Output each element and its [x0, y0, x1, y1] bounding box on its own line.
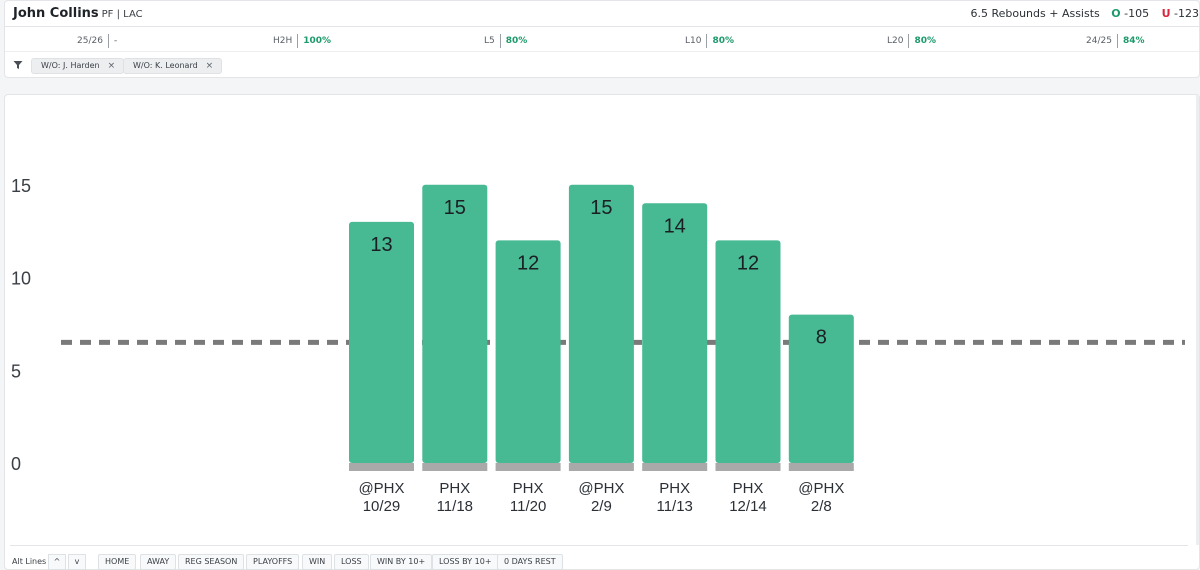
stat-value: - — [113, 36, 118, 46]
hit-rate-row: 25/26- H2H 100% L5 80% L10 80% L20 80% 24/25… — [5, 28, 1199, 52]
bar[interactable] — [568, 184, 634, 463]
x-tick-date: 2/9 — [591, 498, 612, 515]
filter-button-loss[interactable]: LOSS — [334, 554, 369, 570]
header-row: John Collins PF | LAC 6.5 Rebounds + Assi… — [5, 1, 1199, 27]
alt-line-down-button[interactable]: v — [68, 554, 86, 570]
alt-lines-label: Alt Lines — [12, 557, 47, 566]
y-tick-label: 0 — [11, 454, 21, 474]
bottom-divider — [10, 545, 1188, 546]
bar-value-label: 8 — [816, 327, 827, 349]
filter-button-0-days-rest[interactable]: 0 DAYS REST — [497, 554, 563, 570]
close-icon[interactable]: × — [205, 61, 214, 71]
filter-button-away[interactable]: AWAY — [140, 554, 177, 570]
alt-line-up-button[interactable]: ^ — [48, 554, 66, 570]
filter-button-win[interactable]: WIN — [302, 554, 333, 570]
stat-l10[interactable]: L10 80% — [685, 34, 734, 48]
filter-button-loss-by-10[interactable]: LOSS BY 10+ — [432, 554, 499, 570]
stat-value: 80% — [505, 36, 528, 46]
bar-value-label: 15 — [444, 197, 466, 219]
game-log-bar-chart: 05101513@PHX10/2915PHX11/1812PHX11/2015@… — [11, 95, 1199, 545]
player-position-team: PF | LAC — [101, 9, 143, 20]
player-name: John Collins — [13, 6, 99, 21]
x-tick-opponent: PHX — [439, 480, 470, 497]
stat-value: 80% — [914, 36, 937, 46]
x-tick-date: 11/20 — [510, 498, 546, 515]
bar[interactable] — [715, 240, 781, 463]
over-indicator: O — [1111, 7, 1121, 20]
bar-base — [568, 463, 634, 471]
y-tick-label: 5 — [11, 361, 21, 381]
under-indicator: U — [1161, 7, 1171, 20]
stat-value: 100% — [303, 36, 332, 46]
x-tick-date: 10/29 — [363, 498, 401, 515]
bar[interactable] — [495, 240, 561, 463]
x-tick-opponent: PHX — [659, 480, 690, 497]
stat-value: 80% — [712, 36, 735, 46]
filter-button-home[interactable]: HOME — [98, 554, 137, 570]
x-tick-date: 11/13 — [656, 498, 692, 515]
stat-label: 25/26 — [77, 36, 103, 46]
x-tick-opponent: @PHX — [798, 480, 844, 497]
stat-label: L20 — [887, 36, 904, 46]
filter-chip-leonard[interactable]: W/O: K. Leonard × — [123, 58, 223, 74]
bar[interactable] — [422, 184, 488, 463]
under-odds: -123 — [1174, 7, 1199, 20]
stat-l20[interactable]: L20 80% — [887, 34, 936, 48]
stat-season[interactable]: 25/26- — [77, 34, 117, 48]
player-header-card: John Collins PF | LAC 6.5 Rebounds + Assi… — [4, 0, 1200, 78]
filter-chip-label: W/O: K. Leonard — [133, 61, 198, 70]
bar-value-label: 12 — [737, 252, 759, 274]
bar-base — [422, 463, 488, 471]
x-tick-date: 11/18 — [437, 498, 473, 515]
x-tick-opponent: @PHX — [358, 480, 404, 497]
player-title: John Collins PF | LAC — [13, 6, 143, 21]
bar-value-label: 14 — [664, 215, 686, 237]
x-tick-date: 2/8 — [811, 498, 832, 515]
x-tick-opponent: @PHX — [578, 480, 624, 497]
bar[interactable] — [642, 203, 708, 464]
x-tick-opponent: PHX — [733, 480, 764, 497]
bar-value-label: 13 — [370, 234, 392, 256]
bar-value-label: 15 — [590, 197, 612, 219]
y-tick-label: 10 — [11, 269, 31, 289]
bottom-filter-bar: Alt Lines ^ v HOME AWAY REG SEASON PLAYOFFS… — [6, 550, 1196, 570]
stat-label: L5 — [484, 36, 495, 46]
bar-base — [715, 463, 781, 471]
prop-label: 6.5 Rebounds + Assists — [970, 7, 1100, 20]
prop-line[interactable]: 6.5 Rebounds + Assists O -105 U -123 — [970, 7, 1199, 20]
stat-label: H2H — [273, 36, 293, 46]
y-tick-label: 15 — [11, 176, 31, 196]
filter-icon — [13, 61, 23, 69]
stat-label: L10 — [685, 36, 702, 46]
filter-chip-harden[interactable]: W/O: J. Harden × — [31, 58, 125, 74]
x-tick-opponent: PHX — [513, 480, 544, 497]
x-tick-date: 12/14 — [729, 498, 767, 515]
bar-base — [642, 463, 708, 471]
filter-button-playoffs[interactable]: PLAYOFFS — [246, 554, 300, 570]
bar-base — [788, 463, 854, 471]
stat-value: 84% — [1122, 36, 1145, 46]
stat-label: 24/25 — [1086, 36, 1112, 46]
bar[interactable] — [788, 314, 854, 463]
filter-button-reg-season[interactable]: REG SEASON — [178, 554, 245, 570]
filter-chip-label: W/O: J. Harden — [41, 61, 100, 70]
close-icon[interactable]: × — [107, 61, 116, 71]
stat-prev-season[interactable]: 24/25 84% — [1086, 34, 1144, 48]
over-odds: -105 — [1124, 7, 1150, 20]
bar-base — [495, 463, 561, 471]
stat-h2h[interactable]: H2H 100% — [273, 34, 331, 48]
scrollbar-track[interactable] — [1196, 95, 1199, 545]
filter-button-win-by-10[interactable]: WIN BY 10+ — [370, 554, 433, 570]
active-filters-row: W/O: J. Harden × W/O: K. Leonard × — [5, 53, 1199, 77]
bar-value-label: 12 — [517, 252, 539, 274]
game-log-chart-card: 0 5 10 15 13 @PHX 10/29 15 PHX 11/18 12 PHX 11/20 15 @… — [4, 94, 1200, 570]
bar-base — [349, 463, 414, 471]
stat-l5[interactable]: L5 80% — [484, 34, 527, 48]
bar[interactable] — [349, 221, 414, 463]
